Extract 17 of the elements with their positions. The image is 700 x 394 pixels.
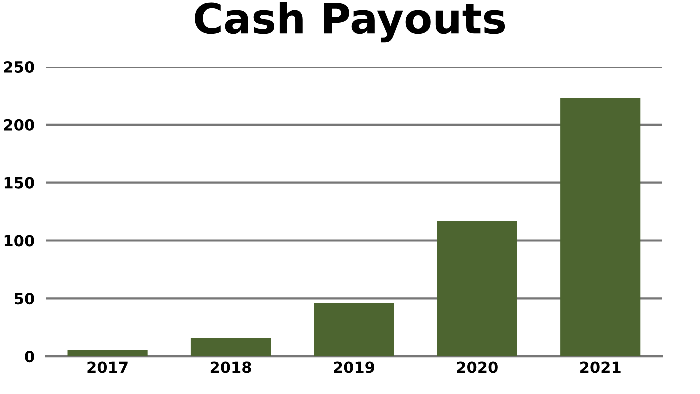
bar: [437, 221, 518, 357]
y-tick-label: 100: [4, 235, 34, 247]
x-tick-label: 2017: [88, 362, 128, 374]
y-tick-label: 250: [4, 61, 34, 73]
y-tick-label: 0: [25, 351, 34, 363]
x-tick-label: 2020: [457, 362, 498, 374]
y-tick-label: 200: [4, 119, 34, 131]
x-tick-label: 2019: [334, 362, 374, 374]
y-tick-label: 50: [15, 293, 34, 305]
bar: [314, 303, 394, 357]
y-tick-label: 150: [4, 177, 34, 189]
bar: [560, 98, 641, 357]
x-tick-label: 2021: [580, 362, 621, 374]
chart-title: Cash Payouts: [195, 2, 506, 43]
bar: [68, 350, 148, 357]
x-tick-label: 2018: [210, 362, 252, 374]
bar: [190, 338, 272, 357]
